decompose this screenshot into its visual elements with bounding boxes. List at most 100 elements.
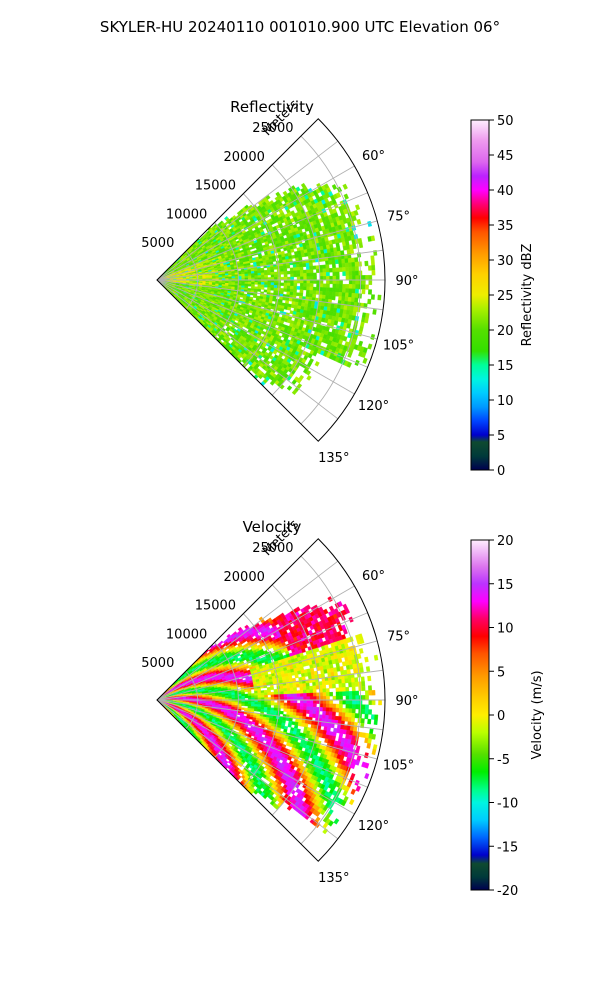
field-cell (314, 361, 320, 367)
field-cell (303, 283, 307, 287)
field-cell (286, 264, 291, 269)
field-cell (368, 265, 372, 271)
field-cell (345, 240, 350, 246)
field-cell (335, 279, 340, 285)
field-cell (254, 270, 258, 274)
field-cell (306, 375, 312, 381)
field-cell (300, 276, 304, 281)
field-cell (259, 263, 264, 267)
field-cell (332, 267, 337, 273)
field-cell (351, 288, 356, 294)
reflectivity-title: Reflectivity (230, 98, 314, 116)
field-cell (354, 204, 361, 211)
field-cell (293, 267, 297, 271)
field-cell (293, 282, 298, 287)
field-cell (355, 288, 359, 294)
field-cell (365, 275, 369, 281)
field-cell (352, 284, 356, 290)
field-cell (239, 294, 244, 298)
azimuth-tick-label: 60° (362, 149, 385, 164)
field-cell (332, 279, 337, 285)
field-cell (341, 262, 346, 268)
field-cell (370, 260, 375, 266)
field-cell (228, 276, 233, 279)
field-cell (247, 283, 252, 287)
field-cell (260, 286, 265, 290)
field-cell (341, 292, 346, 298)
field-cell (364, 260, 369, 267)
field-cell (343, 193, 349, 200)
field-cell (345, 275, 350, 281)
field-cell (299, 292, 304, 297)
field-cell (231, 276, 236, 279)
field-cell (264, 284, 268, 288)
field-cell (270, 287, 275, 291)
field-cell (293, 279, 298, 284)
field-cell (347, 297, 352, 303)
field-cell (326, 279, 330, 285)
field-cell (257, 268, 261, 272)
reflectivity-field (157, 182, 382, 396)
field-cell (371, 265, 376, 271)
field-cell (309, 272, 314, 277)
field-cell (299, 266, 304, 271)
field-cell (322, 291, 327, 296)
field-cell (338, 292, 343, 297)
field-cell (267, 272, 272, 276)
field-cell (351, 292, 356, 298)
field-cell (345, 284, 350, 289)
field-cell (340, 250, 345, 256)
field-cell (292, 244, 297, 250)
field-cell (370, 294, 375, 300)
field-cell (313, 276, 317, 281)
field-cell (309, 265, 314, 270)
field-cell (257, 286, 262, 290)
field-cell (329, 279, 334, 285)
field-cell (334, 259, 339, 265)
field-cell (280, 282, 285, 286)
field-cell (367, 343, 373, 350)
field-cell (306, 286, 311, 291)
field-cell (296, 270, 301, 274)
field-cell (241, 273, 246, 277)
field-cell (273, 282, 278, 286)
field-cell (302, 263, 307, 268)
colorbar-tick-label: 0 (497, 464, 505, 479)
field-cell (348, 275, 353, 281)
field-cell (355, 279, 360, 285)
field-cell (293, 285, 298, 290)
field-cell (299, 263, 304, 268)
field-cell (257, 270, 262, 274)
field-cell (329, 268, 333, 273)
field-cell (356, 218, 362, 225)
field-cell (335, 271, 340, 277)
field-cell (348, 262, 353, 268)
field-cell (290, 273, 294, 278)
field-cell (312, 265, 317, 270)
field-cell (339, 279, 343, 285)
field-cell (368, 279, 373, 285)
field-cell (325, 287, 330, 292)
field-cell (326, 275, 330, 281)
field-cell (247, 273, 252, 277)
field-cell (325, 295, 330, 300)
field-cell (231, 281, 236, 284)
range-tick-label: 5000 (141, 236, 174, 251)
field-cell (361, 275, 366, 281)
field-cell (352, 275, 356, 281)
field-cell (306, 272, 311, 277)
field-cell (290, 276, 294, 281)
field-cell (332, 283, 337, 289)
field-cell (247, 281, 252, 285)
field-cell (355, 270, 360, 276)
reflectivity-grid (156, 135, 385, 425)
field-cell (332, 271, 337, 277)
field-cell (336, 246, 341, 252)
colorbar-tick-label: 45 (497, 149, 514, 164)
colorbar-tick-label: 10 (497, 394, 514, 409)
field-cell (208, 697, 213, 699)
colorbar-tick-label: 15 (497, 359, 514, 374)
